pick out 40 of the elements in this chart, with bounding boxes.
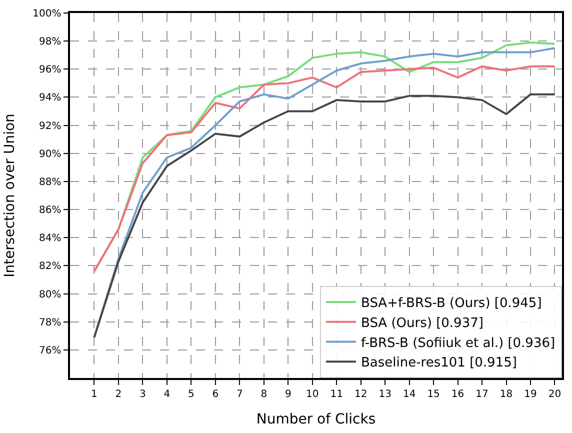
x-tick-label: 16 xyxy=(451,388,464,400)
x-tick-label: 14 xyxy=(402,388,416,400)
y-tick-label: 86% xyxy=(39,205,62,216)
y-tick-label: 92% xyxy=(39,120,62,132)
x-axis-title: Number of Clicks xyxy=(256,412,376,428)
x-tick-label: 1 xyxy=(91,388,98,400)
legend-label: BSA (Ours) [0.937] xyxy=(361,316,484,331)
x-tick-label: 20 xyxy=(548,388,562,400)
y-tick-label: 78% xyxy=(39,317,62,328)
x-tick-label: 7 xyxy=(236,388,243,400)
x-tick-label: 12 xyxy=(354,388,368,400)
x-tick-label: 6 xyxy=(212,388,219,400)
y-tick-label: 90% xyxy=(39,148,62,160)
x-tick-label: 2 xyxy=(115,388,122,400)
x-tick-label: 19 xyxy=(524,388,537,400)
x-tick-label: 13 xyxy=(378,388,392,400)
y-tick-label: 88% xyxy=(39,176,62,188)
x-tick-label: 4 xyxy=(164,388,170,400)
y-tick-label: 100% xyxy=(32,8,62,20)
y-tick-label: 84% xyxy=(39,233,62,244)
legend-label: Baseline-res101 [0.915] xyxy=(361,356,517,371)
y-tick-label: 96% xyxy=(39,64,62,76)
y-tick-label: 94% xyxy=(39,92,62,104)
line-series xyxy=(93,93,556,338)
y-axis-title: Intersection over Union xyxy=(2,114,18,278)
legend-label: f-BRS-B (Sofiiuk et al.) [0.936] xyxy=(361,336,556,351)
y-tick-label: 98% xyxy=(39,36,62,48)
x-tick-label: 11 xyxy=(330,388,343,400)
x-tick-label: 5 xyxy=(188,388,194,400)
y-tick-label: 82% xyxy=(39,261,62,272)
legend-label: BSA+f-BRS-B (Ours) [0.945] xyxy=(361,296,542,312)
x-tick-label: 15 xyxy=(427,388,440,400)
x-tick-label: 8 xyxy=(260,388,268,400)
x-tick-label: 3 xyxy=(140,388,146,400)
x-tick-label: 9 xyxy=(284,388,292,400)
x-tick-label: 10 xyxy=(306,388,319,400)
y-tick-label: 80% xyxy=(39,289,62,300)
y-tick-label: 76% xyxy=(39,345,62,356)
x-tick-label: 18 xyxy=(500,388,513,400)
x-tick-label: 17 xyxy=(476,388,488,400)
